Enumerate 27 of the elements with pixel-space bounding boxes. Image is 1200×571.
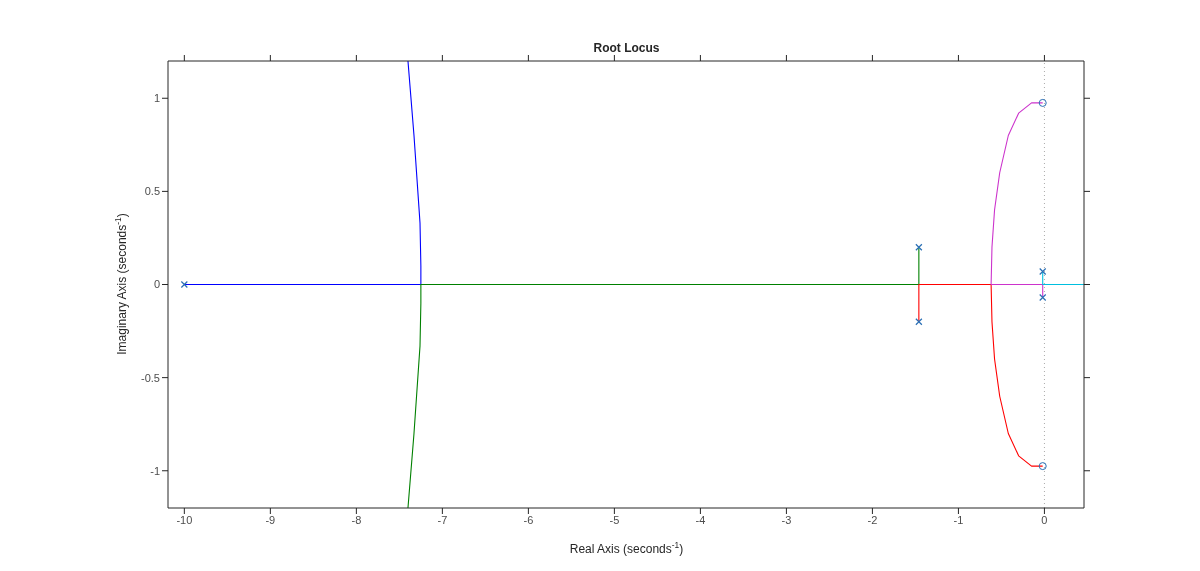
point bbox=[1039, 293, 1047, 302]
x-tick-label: 0 bbox=[1041, 513, 1048, 526]
point bbox=[1038, 462, 1047, 471]
point bbox=[1039, 267, 1047, 276]
point bbox=[915, 243, 923, 251]
y-tick-label: 0 bbox=[153, 278, 160, 291]
x-tick-label: -6 bbox=[523, 513, 534, 526]
x-tick-label: -8 bbox=[351, 513, 362, 526]
y-tick-label: -0.5 bbox=[141, 371, 160, 384]
chart-title: Root Locus bbox=[593, 41, 660, 55]
x-tick-label: -4 bbox=[695, 513, 706, 526]
line-series bbox=[407, 246, 920, 508]
x-tick-label: -5 bbox=[609, 513, 620, 526]
x-axis-title: Real Axis (seconds$^{-1}$) bbox=[569, 540, 684, 556]
point bbox=[1038, 98, 1047, 107]
x-tick-label: -9 bbox=[265, 513, 276, 526]
y-tick-label: 0.5 bbox=[144, 185, 160, 198]
x-tick-label: -2 bbox=[867, 513, 878, 526]
y-tick-label: -1 bbox=[150, 464, 160, 477]
x-tick-label: -7 bbox=[437, 513, 448, 526]
point bbox=[915, 318, 923, 326]
x-tick-label: -3 bbox=[781, 513, 792, 526]
y-tick-label: 1 bbox=[153, 92, 160, 105]
point bbox=[180, 280, 188, 289]
line-series bbox=[183, 61, 422, 286]
x-tick-label: -1 bbox=[953, 513, 964, 526]
x-tick-label: -10 bbox=[176, 513, 193, 526]
